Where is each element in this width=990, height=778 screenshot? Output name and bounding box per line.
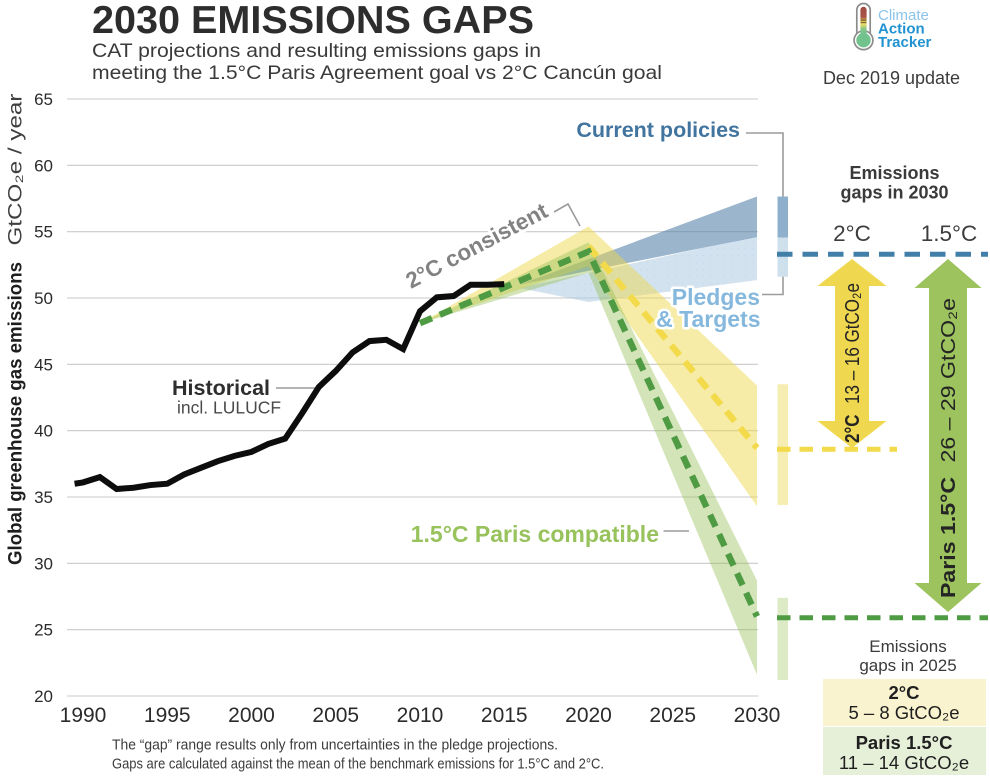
current-policies-label: Current policies [576,118,740,142]
gap-arrows [817,259,982,612]
gridlines [67,98,758,697]
series-historical-incl-lulucf [74,281,505,493]
swatch-2030-3 [777,597,788,681]
gaps-2030-column-2c: 2°C [833,221,871,246]
footnote-line2: Gaps are calculated against the mean of … [112,756,604,773]
swatch-2030-2 [777,384,788,505]
x-tick-label-2015: 2015 [481,704,528,727]
subtitle-line2: meeting the 1.5°C Paris Agreement goal v… [92,62,662,84]
gaps-2025-box-15c-range: 11 – 14 GtCO₂e [839,752,969,773]
footnote-line1: The “gap” range results only from uncert… [112,737,558,754]
y-tick-label-35: 35 [34,488,53,507]
y-tick-label-50: 50 [34,289,53,308]
band-1 [519,196,757,285]
x-tick-label-2025: 2025 [649,704,696,727]
thermometer-stem-fill [860,6,867,41]
y-tick-label-25: 25 [34,621,53,640]
swatch-2030-0 [777,196,788,238]
y-axis-title-bold: Global greenhouse gas emissions [6,262,27,565]
y-axis-title-unit: GtCO₂e / year [6,93,27,246]
x-tick-label-2005: 2005 [312,704,359,727]
x-tick-label-2030: 2030 [734,704,781,727]
pledges-targets-label-line2: & Targets [656,306,760,332]
y-tick-label-45: 45 [34,355,53,374]
y-tick-label-60: 60 [34,156,53,175]
gaps-2025-box-2c-label: 2°C [888,682,919,703]
swatch-2030-1 [777,237,788,277]
gaps-2030-column-15c: 1.5°C [921,221,978,246]
gap-arrow-2c-text: 2°C 13 – 16 GtCO₂e [842,283,864,443]
thermometer-icon [853,2,874,51]
label-pointers [276,132,784,532]
gap-arrow-0 [817,259,887,448]
x-tick-label-2000: 2000 [228,704,275,727]
historical-sublabel: incl. LULUCF [177,398,281,418]
two-deg-consistent-pointer-line [553,202,581,227]
range-swatches-2030 [777,196,788,681]
gap-arrow-15c-text-range: 26 – 29 GtCO₂e [938,298,960,463]
projection-bands [420,196,757,675]
y-tick-label-40: 40 [34,422,53,441]
cat-logo: Climate Action Tracker [853,2,932,51]
historical-label: Historical [172,376,270,400]
x-tick-label-2020: 2020 [565,704,612,727]
logo-word-tracker: Tracker [878,34,932,51]
series-1-5-c-paris-compatible-median- [418,247,760,618]
y-tick-label-55: 55 [34,223,53,242]
subtitle-line1: CAT projections and resulting emissions … [92,40,541,62]
update-note: Dec 2019 update [823,68,960,88]
band-3 [420,242,757,675]
y-tick-label-20: 20 [34,687,53,706]
pledges-targets-label-line1: Pledges [672,284,760,310]
gap-arrow-15c-text: Paris 1.5°C 26 – 29 GtCO₂e [938,298,960,598]
benchmark-dashed-lines [777,251,988,621]
page-title: 2030 EMISSIONS GAPS [92,0,534,42]
logo-word-action: Action [878,21,925,38]
gaps-2025-heading-line1: Emissions [869,637,946,656]
gaps-2025-box-2c [823,679,986,726]
gaps-2025-legend: Emissions gaps in 2025 2°C 5 – 8 GtCO₂e … [823,637,986,775]
gap-arrow-1 [914,259,982,612]
gap-arrow-2c-text-bold: 2°C [842,414,864,443]
x-tick-label-2010: 2010 [397,704,444,727]
gaps-2025-heading-line2: gaps in 2025 [859,656,956,675]
gaps-2030-heading-line2: gaps in 2030 [840,183,948,203]
gaps-2025-box-15c [823,727,986,775]
gaps-2030-panel: Emissions gaps in 2030 2°C 1.5°C 2°C 13 … [833,163,977,598]
x-tick-label-1990: 1990 [60,704,107,727]
series-2-c-consistent-median- [586,244,760,450]
y-tick-label-65: 65 [34,90,53,109]
gaps-2025-box-2c-range: 5 – 8 GtCO₂e [848,702,959,723]
logo-word-climate: Climate [878,7,929,24]
y-axis-title: Global greenhouse gas emissions GtCO₂e /… [6,93,27,565]
gaps-2030-heading-line1: Emissions [849,163,939,183]
gap-arrow-2c-text-range: 13 – 16 GtCO₂e [842,283,864,404]
band-0-dots [519,236,757,302]
series-lines [74,244,760,618]
paris-compatible-label: 1.5°C Paris compatible [411,521,659,547]
gap-arrow-15c-text-bold: Paris 1.5°C [938,477,960,598]
gaps-2025-box-15c-label: Paris 1.5°C [856,732,953,753]
y-tick-label-30: 30 [34,554,53,573]
x-tick-label-1995: 1995 [144,704,191,727]
